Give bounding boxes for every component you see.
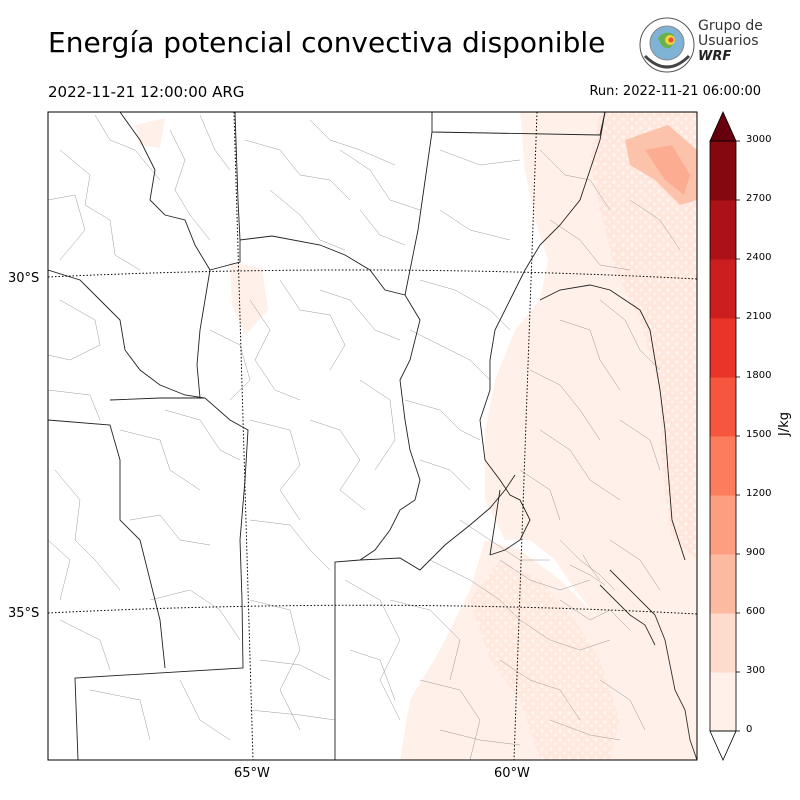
colorbar-tick-label: 2700	[746, 193, 772, 204]
logo-line-2: Usuarios	[698, 33, 759, 49]
logo-line-1: Grupo de	[698, 18, 763, 34]
lat-label-30s: 30°S	[8, 271, 40, 286]
logo-line-3: WRF	[698, 49, 732, 64]
graticule	[48, 112, 697, 760]
colorbar-segment	[710, 613, 736, 673]
map-content	[48, 112, 697, 760]
wrf-users-logo: Grupo de Usuarios WRF	[638, 16, 768, 74]
meridian-65w	[233, 112, 254, 760]
colorbar-segment	[710, 554, 736, 614]
cape-zone-southeast	[470, 560, 620, 760]
cape-core-inner	[645, 145, 690, 195]
colorbar-tick-label: 900	[746, 547, 766, 558]
parallel-30s	[48, 269, 697, 280]
map-frame	[47, 111, 698, 761]
department-boundaries	[48, 114, 681, 760]
colorbar-tick-label: 1800	[746, 370, 772, 381]
parallel-35s	[48, 604, 697, 615]
cape-shading	[135, 112, 697, 760]
colorbar-segment	[710, 141, 736, 201]
colorbar-over-arrow	[709, 111, 737, 142]
colorbar-tick-label: 1500	[746, 429, 772, 440]
province-boundaries	[48, 112, 686, 760]
colorbar-segment	[710, 672, 736, 732]
colorbar-tick-label: 3000	[746, 134, 772, 145]
colorbar-segment	[710, 436, 736, 496]
cape-zone-northeast	[590, 112, 697, 560]
lon-label-65w: 65°W	[234, 766, 270, 781]
colorbar-segment	[710, 200, 736, 260]
map-title: Energía potencial convectiva disponible	[48, 26, 606, 59]
meridian-60w	[513, 112, 538, 760]
colorbar-segment	[710, 495, 736, 555]
colorbar-tick-label: 2400	[746, 252, 772, 263]
colorbar-tick-label: 2100	[746, 311, 772, 322]
coastline	[599, 569, 697, 760]
colorbar-segment	[710, 318, 736, 378]
colorbar-tick-label: 0	[746, 724, 753, 735]
cape-zone-northwest	[135, 118, 165, 148]
colorbar-tick-label: 1200	[746, 488, 772, 499]
colorbar-tick-label: 300	[746, 665, 766, 676]
colorbar-under-arrow	[709, 730, 737, 761]
globe-emblem-icon	[639, 17, 695, 73]
colorbar-unit-label: J/kg	[777, 412, 792, 436]
lon-label-60w: 60°W	[494, 766, 530, 781]
colorbar-tick-label: 600	[746, 606, 766, 617]
colorbar	[709, 111, 740, 761]
colorbar-segment	[710, 377, 736, 437]
lat-label-35s: 35°S	[8, 606, 40, 621]
valid-time: 2022-11-21 12:00:00 ARG	[48, 83, 245, 101]
run-time: Run: 2022-11-21 06:00:00	[589, 84, 761, 99]
cape-zone-west	[230, 262, 268, 335]
logo-text: Grupo de Usuarios WRF	[698, 18, 763, 65]
colorbar-segment	[710, 259, 736, 319]
